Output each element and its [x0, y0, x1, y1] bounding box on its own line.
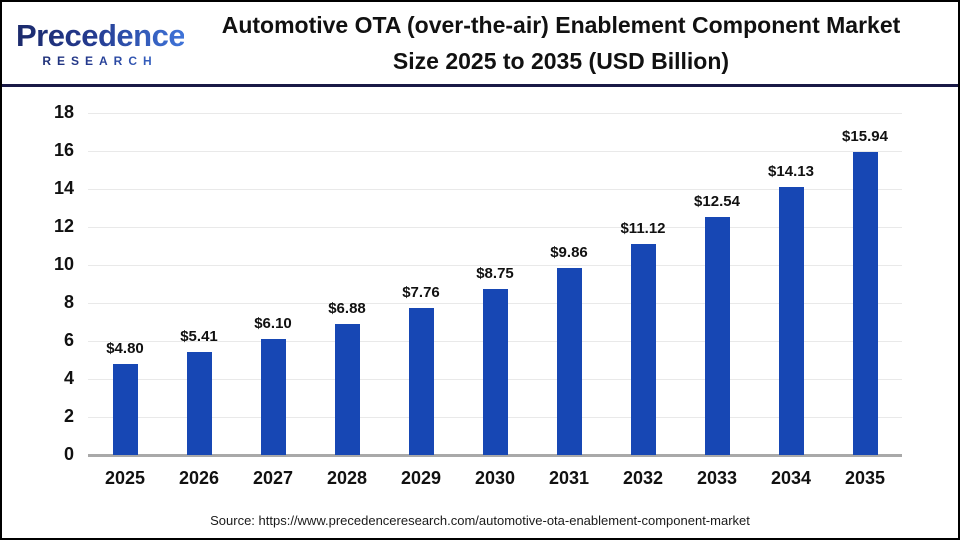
x-tick-label-2030: 2030	[474, 468, 516, 488]
bar-value-label-2035: $15.94	[842, 128, 888, 146]
gridline-16	[88, 151, 902, 152]
y-tick-label-0: 0	[63, 444, 74, 464]
gridline-14	[88, 189, 902, 190]
chart-title-line2: Size 2025 to 2035 (USD Billion)	[392, 48, 730, 74]
bar-2033	[704, 216, 730, 455]
bar-value-label-2033: $12.54	[694, 192, 740, 210]
footer: Source: https://www.precedenceresearch.c…	[2, 513, 958, 528]
bar-2035	[852, 152, 878, 455]
y-tick-label-18: 18	[53, 102, 74, 122]
y-tick-label-2: 2	[63, 406, 74, 426]
x-tick-label-2031: 2031	[548, 468, 590, 488]
x-tick-label-2026: 2026	[178, 468, 220, 488]
bar-2027	[260, 339, 286, 455]
x-tick-label-2032: 2032	[622, 468, 664, 488]
bar-value-label-2026: $5.41	[180, 328, 218, 346]
bar-2034	[778, 186, 804, 455]
x-axis-line	[88, 454, 902, 457]
x-tick-label-2035: 2035	[844, 468, 886, 488]
y-tick-label-10: 10	[53, 254, 74, 274]
precedence-research-logo: Precedence RESEARCH	[16, 17, 186, 67]
source-text: Source: https://www.precedenceresearch.c…	[210, 513, 750, 528]
logo-subtitle: RESEARCH	[16, 55, 184, 67]
bar-value-label-2032: $11.12	[620, 219, 666, 237]
x-tick-label-2028: 2028	[326, 468, 368, 488]
bar-value-label-2027: $6.10	[254, 315, 292, 333]
chart-title: Automotive OTA (over-the-air) Enablement…	[184, 7, 958, 79]
y-tick-label-8: 8	[63, 292, 74, 312]
bar-value-label-2030: $8.75	[476, 264, 514, 282]
bar-2028	[334, 324, 360, 455]
gridline-12	[88, 227, 902, 228]
bar-value-label-2034: $14.13	[768, 162, 814, 180]
gridline-18	[88, 113, 902, 114]
bar-value-label-2029: $7.76	[402, 283, 440, 301]
bar-2031	[556, 267, 582, 455]
bar-2025	[112, 363, 138, 455]
bar-value-label-2031: $9.86	[550, 243, 588, 261]
header: Precedence RESEARCH Automotive OTA (over…	[2, 2, 958, 87]
bar-2026	[186, 352, 212, 455]
bar-2030	[482, 288, 508, 455]
y-tick-label-14: 14	[53, 178, 74, 198]
x-tick-label-2034: 2034	[770, 468, 812, 488]
chart-title-line1: Automotive OTA (over-the-air) Enablement…	[221, 12, 901, 38]
x-tick-label-2033: 2033	[696, 468, 738, 488]
bar-2029	[408, 307, 434, 455]
bar-value-label-2025: $4.80	[106, 339, 144, 357]
logo-wordmark: Precedence	[16, 17, 186, 53]
y-tick-label-6: 6	[63, 330, 74, 350]
x-tick-label-2027: 2027	[252, 468, 294, 488]
bar-value-label-2028: $6.88	[328, 300, 366, 318]
y-tick-label-4: 4	[63, 368, 74, 388]
x-tick-label-2025: 2025	[104, 468, 146, 488]
y-tick-label-16: 16	[53, 140, 74, 160]
x-tick-label-2029: 2029	[400, 468, 442, 488]
y-tick-label-12: 12	[53, 216, 74, 236]
bar-2032	[630, 243, 656, 455]
gridline-10	[88, 265, 902, 266]
